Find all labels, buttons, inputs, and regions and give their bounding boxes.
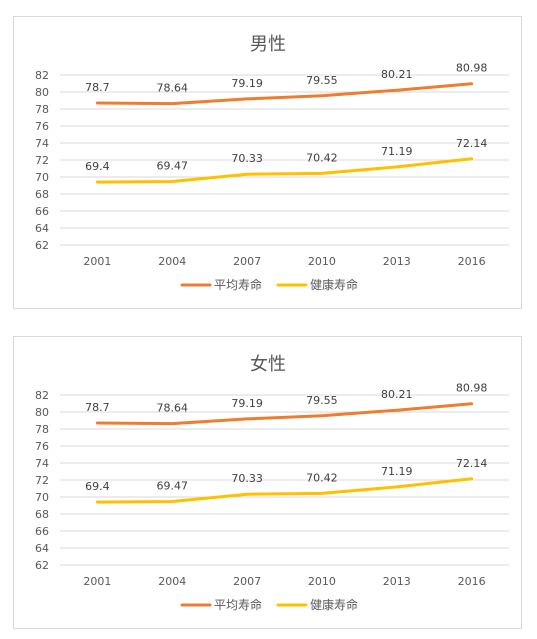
series-line-average-lifespan: [95, 402, 474, 426]
y-tick-label: 64: [35, 542, 49, 555]
data-label: 71.19: [381, 145, 413, 158]
y-tick-label: 68: [35, 188, 49, 201]
x-tick-label: 2001: [83, 255, 111, 268]
legend-label: 平均寿命: [214, 597, 262, 612]
data-label: 70.42: [306, 471, 338, 484]
data-label: 69.4: [85, 160, 110, 173]
y-tick-label: 78: [35, 423, 49, 436]
data-label: 72.14: [456, 457, 488, 470]
legend-label: 平均寿命: [214, 277, 262, 292]
y-tick-label: 78: [35, 103, 49, 116]
data-label: 78.7: [85, 81, 110, 94]
x-tick-label: 2010: [308, 255, 336, 268]
y-tick-label: 74: [35, 457, 49, 470]
chart-title: 男性: [250, 34, 286, 55]
x-tick-label: 2013: [383, 575, 411, 588]
chart-title: 女性: [250, 354, 286, 375]
y-tick-label: 72: [35, 154, 49, 167]
line-chart-male: 男性 62 64 66 68 70 72 74 76 78 80 82 2001 2004 2007 2010…: [35, 34, 509, 292]
data-label: 78.64: [157, 402, 189, 415]
y-tick-label: 76: [35, 440, 49, 453]
data-label: 78.64: [157, 82, 189, 95]
y-tick-label: 70: [35, 171, 49, 184]
data-label: 71.19: [381, 465, 413, 478]
data-label: 70.33: [231, 152, 263, 165]
series-line-healthy-lifespan: [95, 157, 474, 184]
data-label: 69.4: [85, 480, 110, 493]
series-line-average-lifespan: [95, 82, 474, 106]
y-tick-label: 76: [35, 120, 49, 133]
legend-label: 健康寿命: [310, 277, 358, 292]
data-label: 72.14: [456, 137, 488, 150]
data-label: 70.42: [306, 151, 338, 164]
chart-panel-female: 女性 62 64 66 68 70 72 74 76 78 80 82 2001 2004 2007 2010…: [13, 336, 522, 629]
x-tick-label: 2004: [158, 255, 186, 268]
legend-label: 健康寿命: [310, 597, 358, 612]
data-label: 70.33: [231, 472, 263, 485]
x-tick-label: 2001: [83, 575, 111, 588]
x-tick-label: 2007: [233, 575, 261, 588]
x-tick-label: 2007: [233, 255, 261, 268]
data-label: 78.7: [85, 401, 110, 414]
data-label: 79.19: [231, 77, 263, 90]
y-tick-label: 66: [35, 525, 49, 538]
x-tick-label: 2010: [308, 575, 336, 588]
y-tick-label: 62: [35, 239, 49, 252]
y-tick-label: 68: [35, 508, 49, 521]
series-line-healthy-lifespan: [95, 477, 474, 504]
line-chart-female: 女性 62 64 66 68 70 72 74 76 78 80 82 2001 2004 2007 2010…: [35, 354, 509, 612]
x-tick-label: 2016: [458, 575, 486, 588]
data-label: 69.47: [157, 480, 189, 493]
data-label: 80.98: [456, 62, 488, 75]
y-tick-label: 62: [35, 559, 49, 572]
y-tick-label: 72: [35, 474, 49, 487]
y-tick-label: 80: [35, 406, 49, 419]
y-tick-label: 64: [35, 222, 49, 235]
data-label: 69.47: [157, 160, 189, 173]
data-label: 80.21: [381, 68, 413, 81]
y-tick-label: 70: [35, 491, 49, 504]
chart-panel-male: 男性 62 64 66 68 70 72 74 76 78 80 82 2001 2004 2007 2010…: [13, 16, 522, 309]
data-label: 80.98: [456, 382, 488, 395]
y-tick-label: 80: [35, 86, 49, 99]
y-tick-label: 74: [35, 137, 49, 150]
data-label: 80.21: [381, 388, 413, 401]
x-tick-label: 2013: [383, 255, 411, 268]
x-tick-label: 2004: [158, 575, 186, 588]
data-label: 79.55: [306, 394, 338, 407]
data-label: 79.19: [231, 397, 263, 410]
y-tick-label: 66: [35, 205, 49, 218]
y-tick-label: 82: [35, 69, 49, 82]
y-tick-label: 82: [35, 389, 49, 402]
x-tick-label: 2016: [458, 255, 486, 268]
data-label: 79.55: [306, 74, 338, 87]
